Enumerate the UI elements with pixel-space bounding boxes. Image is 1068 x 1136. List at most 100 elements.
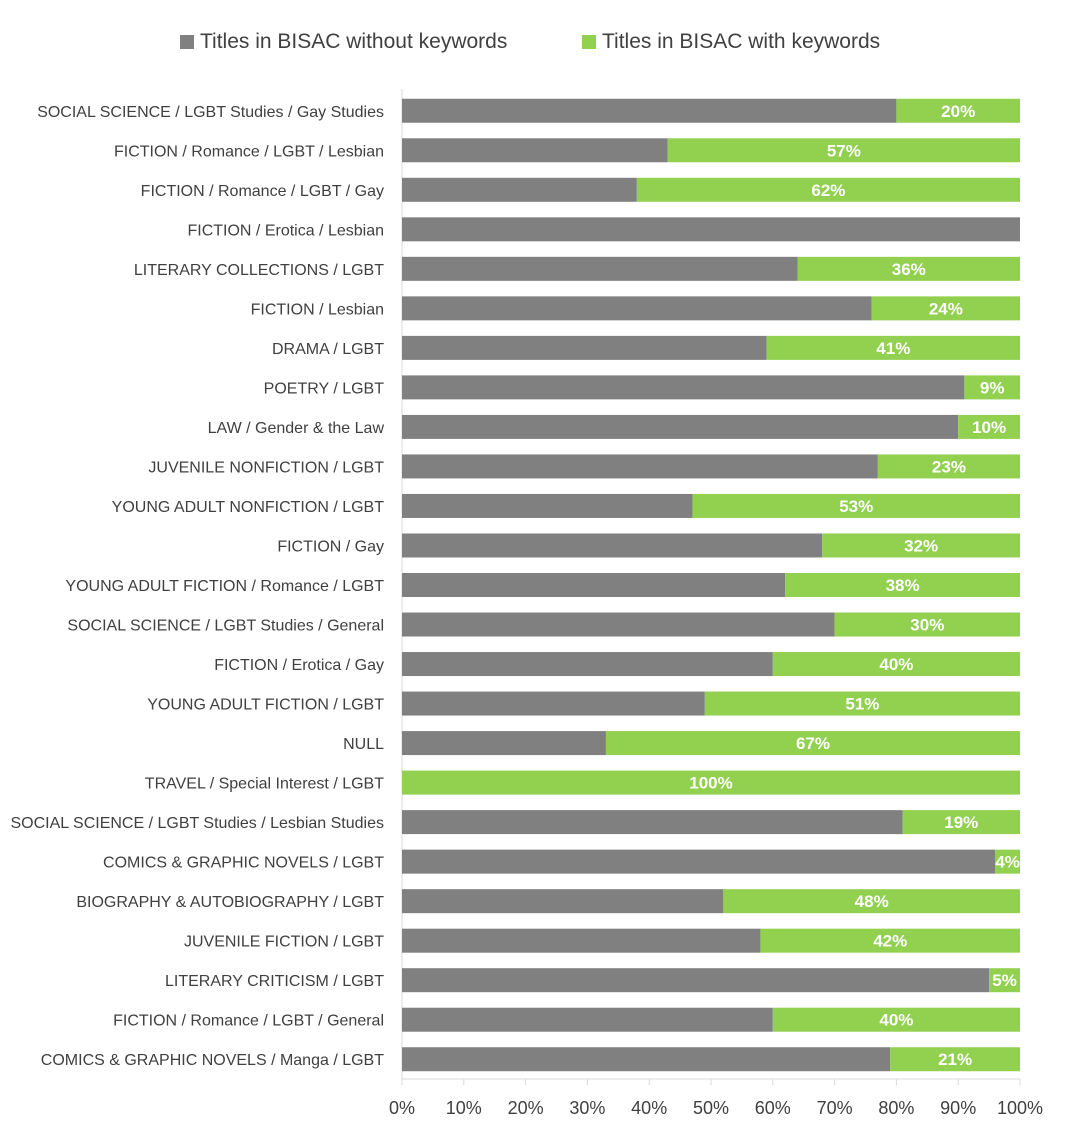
bar-segment-without-keywords xyxy=(402,612,835,637)
category-label: LITERARY COLLECTIONS / LGBT xyxy=(134,262,384,279)
bar-segment-without-keywords xyxy=(402,256,798,281)
bar-segment-with-keywords xyxy=(877,454,1020,479)
category-label: LAW / Gender & the Law xyxy=(208,420,385,437)
data-label: 40% xyxy=(879,655,913,674)
category-label: SOCIAL SCIENCE / LGBT Studies / Lesbian … xyxy=(10,815,384,832)
bar-segment-with-keywords xyxy=(704,691,1020,716)
bar-segment-with-keywords xyxy=(890,1047,1020,1072)
bar-segment-with-keywords xyxy=(834,612,1020,637)
bar-segment-without-keywords xyxy=(402,968,990,993)
data-label: 40% xyxy=(879,1011,913,1030)
category-label: FICTION / Romance / LGBT / Lesbian xyxy=(114,143,384,160)
bar-segment-with-keywords xyxy=(822,533,1020,558)
legend-swatch-with-keywords xyxy=(582,35,596,49)
category-label: LITERARY CRITICISM / LGBT xyxy=(165,973,384,990)
category-label: COMICS & GRAPHIC NOVELS / LGBT xyxy=(103,855,384,872)
bar-segment-without-keywords xyxy=(402,1007,773,1032)
bar-segment-with-keywords xyxy=(760,928,1020,953)
bar-segment-without-keywords xyxy=(402,454,878,479)
plot-area: 0% 10% 20% 30% 40% 50% 60% 70% 80% 90% 100% SOCIAL … xyxy=(10,89,1043,1118)
data-label: 24% xyxy=(929,299,963,318)
bar-segment-with-keywords xyxy=(772,652,1020,677)
data-label: 51% xyxy=(845,695,879,714)
x-tick-label: 20% xyxy=(508,1098,544,1118)
bar-segment-with-keywords xyxy=(667,138,1020,163)
data-label: 9% xyxy=(980,378,1005,397)
bar-segment-with-keywords xyxy=(402,770,1020,795)
data-label: 53% xyxy=(839,497,873,516)
category-label: FICTION / Erotica / Lesbian xyxy=(187,222,384,239)
bar-segment-without-keywords xyxy=(402,810,903,835)
data-label: 41% xyxy=(876,339,910,358)
data-label: 5% xyxy=(992,971,1017,990)
category-label: DRAMA / LGBT xyxy=(272,341,384,358)
category-label: TRAVEL / Special Interest / LGBT xyxy=(145,776,384,793)
data-label: 100% xyxy=(689,774,732,793)
category-label: FICTION / Romance / LGBT / General xyxy=(113,1013,384,1030)
data-label: 21% xyxy=(938,1050,972,1069)
data-label: 19% xyxy=(944,813,978,832)
data-label: 32% xyxy=(904,536,938,555)
bar-segment-without-keywords xyxy=(402,691,705,716)
data-label: 10% xyxy=(972,418,1006,437)
bar-segment-with-keywords xyxy=(723,889,1020,914)
bar-segment-with-keywords xyxy=(766,335,1020,360)
chart-legend: Titles in BISAC without keywords Titles … xyxy=(0,24,1068,60)
legend-item-with-keywords: Titles in BISAC with keywords xyxy=(582,24,880,60)
bar-segment-without-keywords xyxy=(402,889,724,914)
bar-segment-with-keywords xyxy=(902,810,1020,835)
category-label: NULL xyxy=(343,736,384,753)
x-tick-label: 10% xyxy=(446,1098,482,1118)
x-tick-label: 90% xyxy=(940,1098,976,1118)
data-label: 4% xyxy=(995,853,1020,872)
category-label: YOUNG ADULT NONFICTION / LGBT xyxy=(112,499,385,516)
bar-segment-with-keywords xyxy=(958,414,1020,439)
category-label: FICTION / Gay xyxy=(277,538,384,555)
bar-segment-with-keywords xyxy=(772,1007,1020,1032)
bar-segment-without-keywords xyxy=(402,98,897,123)
bar-segment-with-keywords xyxy=(871,296,1020,321)
category-label: FICTION / Romance / LGBT / Gay xyxy=(141,183,384,200)
bar-segment-without-keywords xyxy=(402,731,606,756)
bar-segment-without-keywords xyxy=(402,849,996,874)
bar-segment-without-keywords xyxy=(402,1047,891,1072)
legend-label-with-keywords: Titles in BISAC with keywords xyxy=(602,30,881,53)
bar-segment-with-keywords xyxy=(605,731,1020,756)
legend-item-without-keywords: Titles in BISAC without keywords xyxy=(180,24,507,60)
data-label: 38% xyxy=(886,576,920,595)
x-tick-label: 70% xyxy=(817,1098,853,1118)
bar-segment-without-keywords xyxy=(402,573,786,597)
bar-segment-with-keywords xyxy=(989,968,1020,993)
category-label: FICTION / Erotica / Gay xyxy=(214,657,384,674)
category-label: JUVENILE NONFICTION / LGBT xyxy=(148,459,384,476)
data-label: 62% xyxy=(811,181,845,200)
legend-label-without-keywords: Titles in BISAC without keywords xyxy=(200,30,508,53)
category-label: YOUNG ADULT FICTION / Romance / LGBT xyxy=(65,578,384,595)
x-tick-label: 60% xyxy=(755,1098,791,1118)
x-tick-label: 80% xyxy=(878,1098,914,1118)
bar-segment-without-keywords xyxy=(402,414,959,439)
data-label: 20% xyxy=(941,102,975,121)
data-label: 23% xyxy=(932,457,966,476)
bar-segment-with-keywords xyxy=(964,375,1020,400)
bar-segment-with-keywords xyxy=(636,177,1020,202)
x-tick-label: 40% xyxy=(631,1098,667,1118)
x-tick-label: 50% xyxy=(693,1098,729,1118)
x-tick-label: 0% xyxy=(389,1098,415,1118)
legend-swatch-without-keywords xyxy=(180,35,194,49)
bar-segment-without-keywords xyxy=(402,217,1020,242)
bar-segment-without-keywords xyxy=(402,375,965,400)
bar-segment-with-keywords xyxy=(995,849,1020,874)
data-label: 30% xyxy=(910,616,944,635)
category-label: COMICS & GRAPHIC NOVELS / Manga / LGBT xyxy=(41,1052,384,1069)
data-label: 67% xyxy=(796,734,830,753)
category-label: JUVENILE FICTION / LGBT xyxy=(184,934,384,951)
category-label: YOUNG ADULT FICTION / LGBT xyxy=(147,697,384,714)
category-label: SOCIAL SCIENCE / LGBT Studies / Gay Stud… xyxy=(37,104,384,121)
data-label: 42% xyxy=(873,932,907,951)
bar-segment-without-keywords xyxy=(402,296,872,321)
data-label: 48% xyxy=(855,892,889,911)
category-label: SOCIAL SCIENCE / LGBT Studies / General xyxy=(67,618,384,635)
bar-segment-with-keywords xyxy=(896,98,1020,123)
